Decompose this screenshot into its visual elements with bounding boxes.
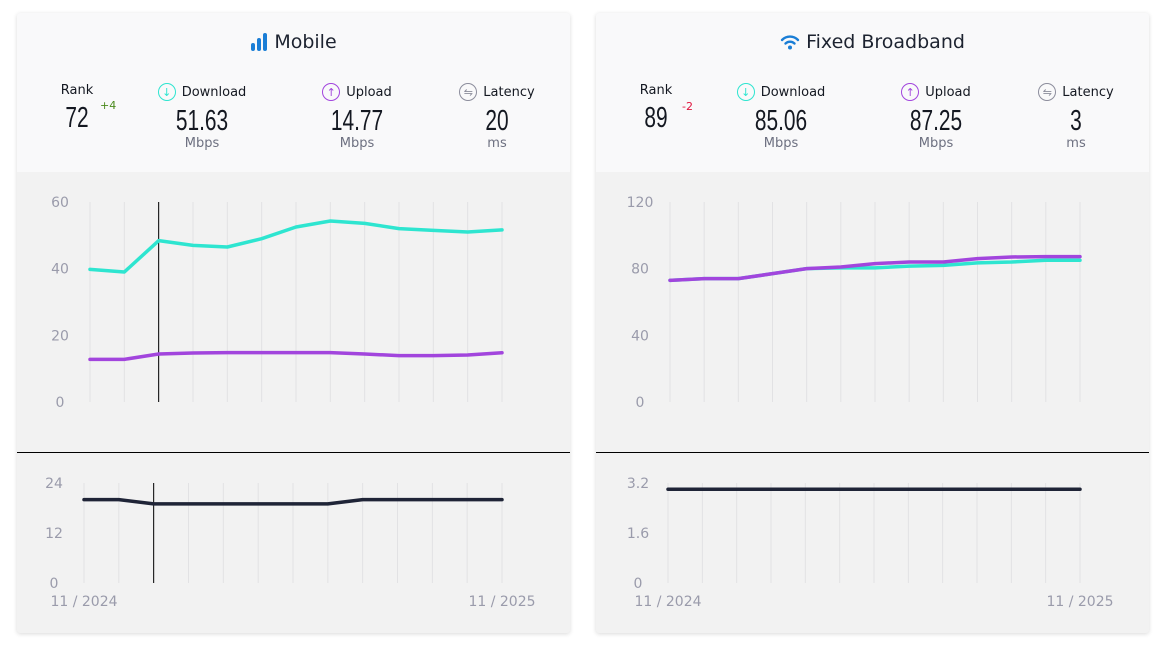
- download-series-line[interactable]: [88, 219, 504, 274]
- y-tick-label: 80: [631, 262, 649, 278]
- y-tick-label: 120: [627, 195, 654, 211]
- download-unit: Mbps: [763, 136, 799, 151]
- rank-delta: -2: [682, 100, 693, 113]
- upload-unit: Mbps: [339, 136, 375, 151]
- y-tick-label: 24: [45, 476, 63, 492]
- y-tick-label: 20: [51, 328, 69, 344]
- latency-unit: ms: [487, 136, 507, 151]
- latency-label: Latency: [483, 84, 535, 100]
- rank-stat: Rank 72: [47, 83, 107, 134]
- x-tick-label: 11 / 2025: [468, 594, 535, 610]
- x-tick-label: 11 / 2024: [50, 594, 117, 610]
- upload-label: Upload: [346, 84, 392, 100]
- upload-series-line[interactable]: [668, 254, 1082, 283]
- download-stat: ↓ Download 85.06 Mbps: [726, 83, 836, 151]
- download-arrow-icon: ↓: [736, 83, 755, 101]
- rank-value: 72: [65, 102, 89, 134]
- download-label: Download: [181, 84, 247, 100]
- charts-svg[interactable]: 0 40 80 120 0 1.6 3.2 11 / 2024 11 / 2025: [596, 13, 1149, 633]
- upload-arrow-icon: ↑: [322, 83, 341, 101]
- upload-unit: Mbps: [918, 136, 954, 151]
- panel-title: Fixed Broadband: [596, 31, 1149, 53]
- y-tick-label: 40: [631, 328, 649, 344]
- panel-header: Fixed Broadband Rank 89 -2 ↓ Download 85.…: [596, 13, 1149, 172]
- upload-stat: ↑ Upload 87.25 Mbps: [881, 83, 991, 151]
- download-unit: Mbps: [184, 136, 220, 151]
- y-tick-label: 40: [51, 262, 69, 278]
- latency-label: Latency: [1062, 84, 1114, 100]
- rank-value: 89: [644, 102, 668, 134]
- panel-header: Mobile Rank 72 +4 ↓ Download 51.63 Mbps ↑…: [17, 13, 570, 172]
- y-tick-label: 0: [636, 395, 645, 411]
- rank-label: Rank: [60, 83, 94, 98]
- signal-bars-icon: [251, 33, 268, 51]
- rank-stat: Rank 89: [626, 83, 686, 134]
- y-tick-label: 0: [50, 576, 59, 592]
- y-tick-label: 1.6: [627, 526, 649, 542]
- latency-icon: ⇋: [1038, 83, 1057, 101]
- latency-series-line[interactable]: [82, 497, 504, 506]
- latency-value: 3: [1070, 105, 1082, 137]
- y-tick-label: 3.2: [627, 476, 649, 492]
- mobile-panel: Mobile Rank 72 +4 ↓ Download 51.63 Mbps ↑…: [17, 13, 570, 633]
- upload-label: Upload: [925, 84, 971, 100]
- latency-stat: ⇋ Latency 20 ms: [442, 83, 552, 151]
- y-tick-label: 12: [45, 526, 63, 542]
- panel-title-text: Mobile: [274, 31, 337, 53]
- upload-stat: ↑ Upload 14.77 Mbps: [302, 83, 412, 151]
- latency-unit: ms: [1066, 136, 1086, 151]
- panel-title: Mobile: [17, 31, 570, 53]
- wifi-icon: [780, 35, 800, 50]
- download-stat: ↓ Download 51.63 Mbps: [147, 83, 257, 151]
- upload-value: 87.25: [909, 105, 963, 137]
- latency-value: 20: [485, 105, 509, 137]
- panel-title-text: Fixed Broadband: [806, 31, 965, 53]
- download-value: 51.63: [175, 105, 229, 137]
- x-tick-label: 11 / 2025: [1046, 594, 1113, 610]
- rank-delta: +4: [100, 99, 117, 112]
- y-tick-label: 0: [634, 576, 643, 592]
- upload-arrow-icon: ↑: [901, 83, 920, 101]
- latency-stat: ⇋ Latency 3 ms: [1021, 83, 1131, 151]
- latency-icon: ⇋: [459, 83, 478, 101]
- y-tick-label: 0: [56, 395, 65, 411]
- x-tick-label: 11 / 2024: [634, 594, 701, 610]
- fixed-broadband-panel: Fixed Broadband Rank 89 -2 ↓ Download 85.…: [596, 13, 1149, 633]
- upload-series-line[interactable]: [88, 350, 504, 362]
- download-value: 85.06: [754, 105, 808, 137]
- y-tick-label: 60: [51, 195, 69, 211]
- rank-label: Rank: [639, 83, 673, 98]
- download-arrow-icon: ↓: [157, 83, 176, 101]
- download-label: Download: [760, 84, 826, 100]
- charts-svg[interactable]: 0 20 40 60 0 12 24 11 / 2024 11 / 2025: [17, 13, 570, 633]
- upload-value: 14.77: [330, 105, 384, 137]
